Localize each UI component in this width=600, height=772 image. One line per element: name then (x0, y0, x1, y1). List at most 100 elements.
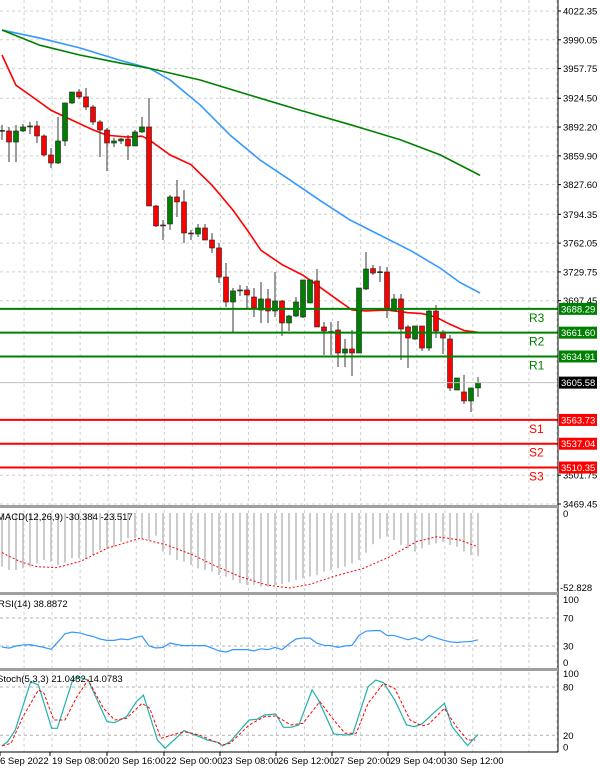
candle[interactable] (76, 88, 82, 99)
candle-body (363, 268, 369, 290)
time-axis[interactable]: 6 Sep 2022 19 Sep 08:00 20 Sep 16:00 22 Sep… (0, 752, 504, 767)
candle[interactable] (167, 194, 173, 230)
candle[interactable] (27, 121, 33, 135)
candle[interactable] (258, 282, 264, 323)
candle[interactable] (118, 137, 124, 144)
candle[interactable] (97, 120, 103, 158)
price-pane[interactable]: R3 R2 R1 S1 S2 S3 (0, 29, 558, 484)
candle[interactable] (342, 338, 348, 367)
candle[interactable] (202, 223, 208, 241)
rsi-axis-label: 100 (563, 595, 579, 606)
candle[interactable] (426, 310, 432, 351)
candle[interactable] (146, 97, 152, 207)
candle[interactable] (447, 334, 453, 391)
level-label-r3: R3 (529, 311, 545, 325)
candle[interactable] (55, 116, 61, 164)
level-price-r2: 3661.60 (561, 328, 595, 339)
price-tick-label: 4022.35 (563, 7, 597, 18)
macd-signal-line (1, 536, 477, 589)
price-tick-label: 3762.05 (563, 239, 597, 250)
candle[interactable] (314, 269, 320, 328)
candle[interactable] (90, 104, 96, 125)
candle[interactable] (475, 376, 481, 397)
candle[interactable] (188, 229, 194, 241)
candle[interactable] (279, 300, 285, 336)
level-price-s2: 3537.04 (561, 439, 595, 450)
candle[interactable] (181, 190, 187, 243)
candle[interactable] (363, 251, 369, 290)
candle[interactable] (69, 91, 75, 105)
candle[interactable] (62, 102, 68, 146)
candle[interactable] (13, 124, 19, 163)
candle[interactable] (265, 288, 271, 323)
candle-body (20, 126, 26, 132)
macd-pane[interactable]: MACD(12,26,9) -30.384 -23.517 (0, 512, 479, 589)
candle[interactable] (20, 124, 26, 132)
candle[interactable] (398, 293, 404, 360)
rsi-axis-label: 30 (563, 642, 574, 653)
candle[interactable] (286, 315, 292, 331)
candle[interactable] (244, 285, 250, 308)
candle[interactable] (160, 219, 166, 241)
pane-separator[interactable] (0, 668, 558, 671)
candle-body (27, 125, 33, 128)
candle[interactable] (48, 148, 54, 168)
candle[interactable] (41, 134, 47, 157)
candle-body (426, 310, 432, 349)
candle[interactable] (356, 287, 362, 354)
stoch-axis-label: 80 (563, 683, 574, 694)
candle-body (237, 289, 243, 292)
candle-body (6, 130, 12, 143)
rsi-axis-label: 70 (563, 614, 574, 625)
candle[interactable] (195, 223, 201, 237)
candle-body (370, 268, 376, 274)
candle[interactable] (307, 279, 313, 304)
candle[interactable] (125, 134, 131, 160)
candle[interactable] (335, 320, 341, 367)
candle[interactable] (377, 265, 383, 283)
candle-body (300, 279, 306, 318)
candle[interactable] (405, 324, 411, 368)
pane-frames (0, 0, 559, 753)
candle[interactable] (153, 204, 159, 228)
candle[interactable] (237, 284, 243, 297)
candle-body (216, 247, 222, 278)
price-axis[interactable]: 4022.35 3990.05 3957.75 3924.50 3892.20 3859.… (558, 7, 597, 754)
candle[interactable] (251, 287, 257, 317)
candle[interactable] (461, 374, 467, 405)
candle[interactable] (454, 377, 460, 391)
candle[interactable] (223, 263, 229, 307)
candle[interactable] (216, 242, 222, 284)
candle-body (76, 91, 82, 98)
candle[interactable] (34, 120, 40, 144)
candle[interactable] (230, 287, 236, 334)
pane-separator[interactable] (0, 592, 558, 595)
candle[interactable] (300, 279, 306, 318)
candle[interactable] (293, 297, 299, 317)
candle-body (251, 296, 257, 309)
candle[interactable] (468, 387, 474, 413)
stoch-pane[interactable]: Stoch(5,3,3) 21.0482 14.0783 (0, 674, 479, 750)
candle[interactable] (111, 137, 117, 148)
candle[interactable] (349, 329, 355, 377)
candle[interactable] (321, 321, 327, 355)
rsi-pane[interactable]: RSI(14) 38.8872 (0, 599, 479, 653)
candle-body (181, 201, 187, 234)
candle[interactable] (174, 180, 180, 218)
pane-separator[interactable] (0, 505, 558, 508)
price-tick-label: 3729.75 (563, 267, 597, 278)
candle[interactable] (104, 127, 110, 172)
candle[interactable] (419, 325, 425, 351)
candle[interactable] (6, 126, 12, 163)
candle[interactable] (370, 264, 376, 275)
candle[interactable] (209, 232, 215, 253)
candle[interactable] (83, 87, 89, 111)
time-tick-label: 20 Sep 16:00 (109, 756, 166, 767)
candle[interactable] (0, 124, 5, 140)
candle-body (454, 377, 460, 391)
candle[interactable] (132, 129, 138, 147)
candle[interactable] (139, 116, 145, 134)
candle-body (118, 138, 124, 142)
time-tick-label: 30 Sep 12:00 (447, 756, 504, 767)
